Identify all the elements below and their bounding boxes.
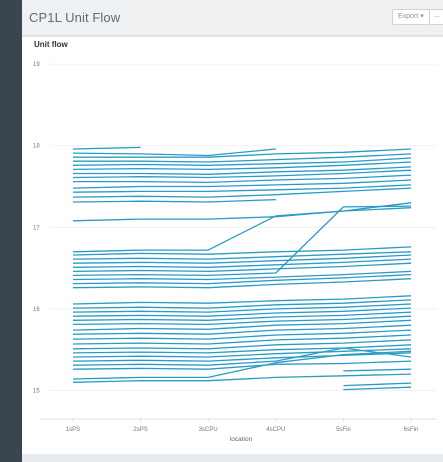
more-options-button[interactable]: ... <box>429 9 443 25</box>
series-line <box>72 347 412 366</box>
series-line <box>72 360 412 370</box>
series-line <box>72 246 412 256</box>
series-line <box>72 205 412 277</box>
series-line <box>343 368 412 372</box>
series-line <box>72 207 412 222</box>
series-line <box>72 315 412 326</box>
series-line <box>73 148 412 158</box>
y-tick-label: 16 <box>33 307 40 313</box>
series-line <box>72 373 412 383</box>
panel-header <box>22 0 443 36</box>
series-line <box>72 258 412 268</box>
series-line <box>72 352 412 362</box>
export-button[interactable]: Export ▾ <box>392 9 430 25</box>
series-line <box>72 202 412 253</box>
chart-panel <box>22 36 443 455</box>
series-line <box>72 299 412 309</box>
series-line <box>72 148 276 157</box>
app-left-strip <box>0 0 22 462</box>
series-line <box>72 270 412 281</box>
panel-title: CP1L Unit Flow <box>29 10 121 25</box>
chart-title: Unit flow <box>34 40 68 49</box>
series-line <box>72 251 412 260</box>
series-line <box>72 329 412 340</box>
series-line <box>72 179 412 189</box>
unit-flow-chart: 15 16 17 18 19 1sPS 2sPS 3sCPU 4sCPU 5sFin 6sFin l… <box>33 62 437 443</box>
series-line <box>72 262 412 273</box>
series-line <box>72 161 412 171</box>
series-line <box>73 153 412 163</box>
series-line <box>72 324 412 335</box>
series-line <box>72 311 412 321</box>
series-line <box>72 303 412 313</box>
series-line <box>72 273 412 285</box>
series-line <box>343 382 412 387</box>
series-line <box>72 344 412 354</box>
series-line <box>73 166 412 175</box>
series-line <box>72 198 276 203</box>
y-tick-label: 17 <box>33 225 40 231</box>
series-line <box>72 278 412 289</box>
x-tick-label: 4sCPU <box>266 427 285 433</box>
series-line <box>72 339 412 350</box>
series-line <box>72 187 412 198</box>
chevron-down-icon: ▾ <box>420 13 424 20</box>
x-tick-label: 2sPS <box>133 427 147 433</box>
page-footer-band <box>22 454 443 462</box>
series-line <box>72 334 412 345</box>
more-options-label: ... <box>434 12 440 19</box>
series-line <box>72 295 412 305</box>
series-line <box>72 254 412 264</box>
series-line <box>72 146 141 150</box>
x-tick-label: 3sCPU <box>199 427 218 433</box>
series-line <box>72 319 412 331</box>
series-line <box>72 348 412 358</box>
series-line <box>72 307 412 317</box>
series-line <box>73 174 412 184</box>
y-tick-label: 18 <box>33 144 40 150</box>
y-tick-label: 19 <box>33 62 40 68</box>
series-line <box>72 157 412 166</box>
x-tick-label: 1sPS <box>66 427 80 433</box>
series-line <box>72 184 412 193</box>
series-line <box>343 386 412 391</box>
x-tick-label: 6sFin <box>404 427 419 433</box>
x-axis-label: location <box>230 436 253 443</box>
series-line <box>72 169 412 179</box>
y-tick-label: 15 <box>33 388 40 394</box>
series-line <box>72 350 412 380</box>
x-tick-label: 5sFin <box>336 427 351 433</box>
export-button-label: Export <box>398 13 419 20</box>
